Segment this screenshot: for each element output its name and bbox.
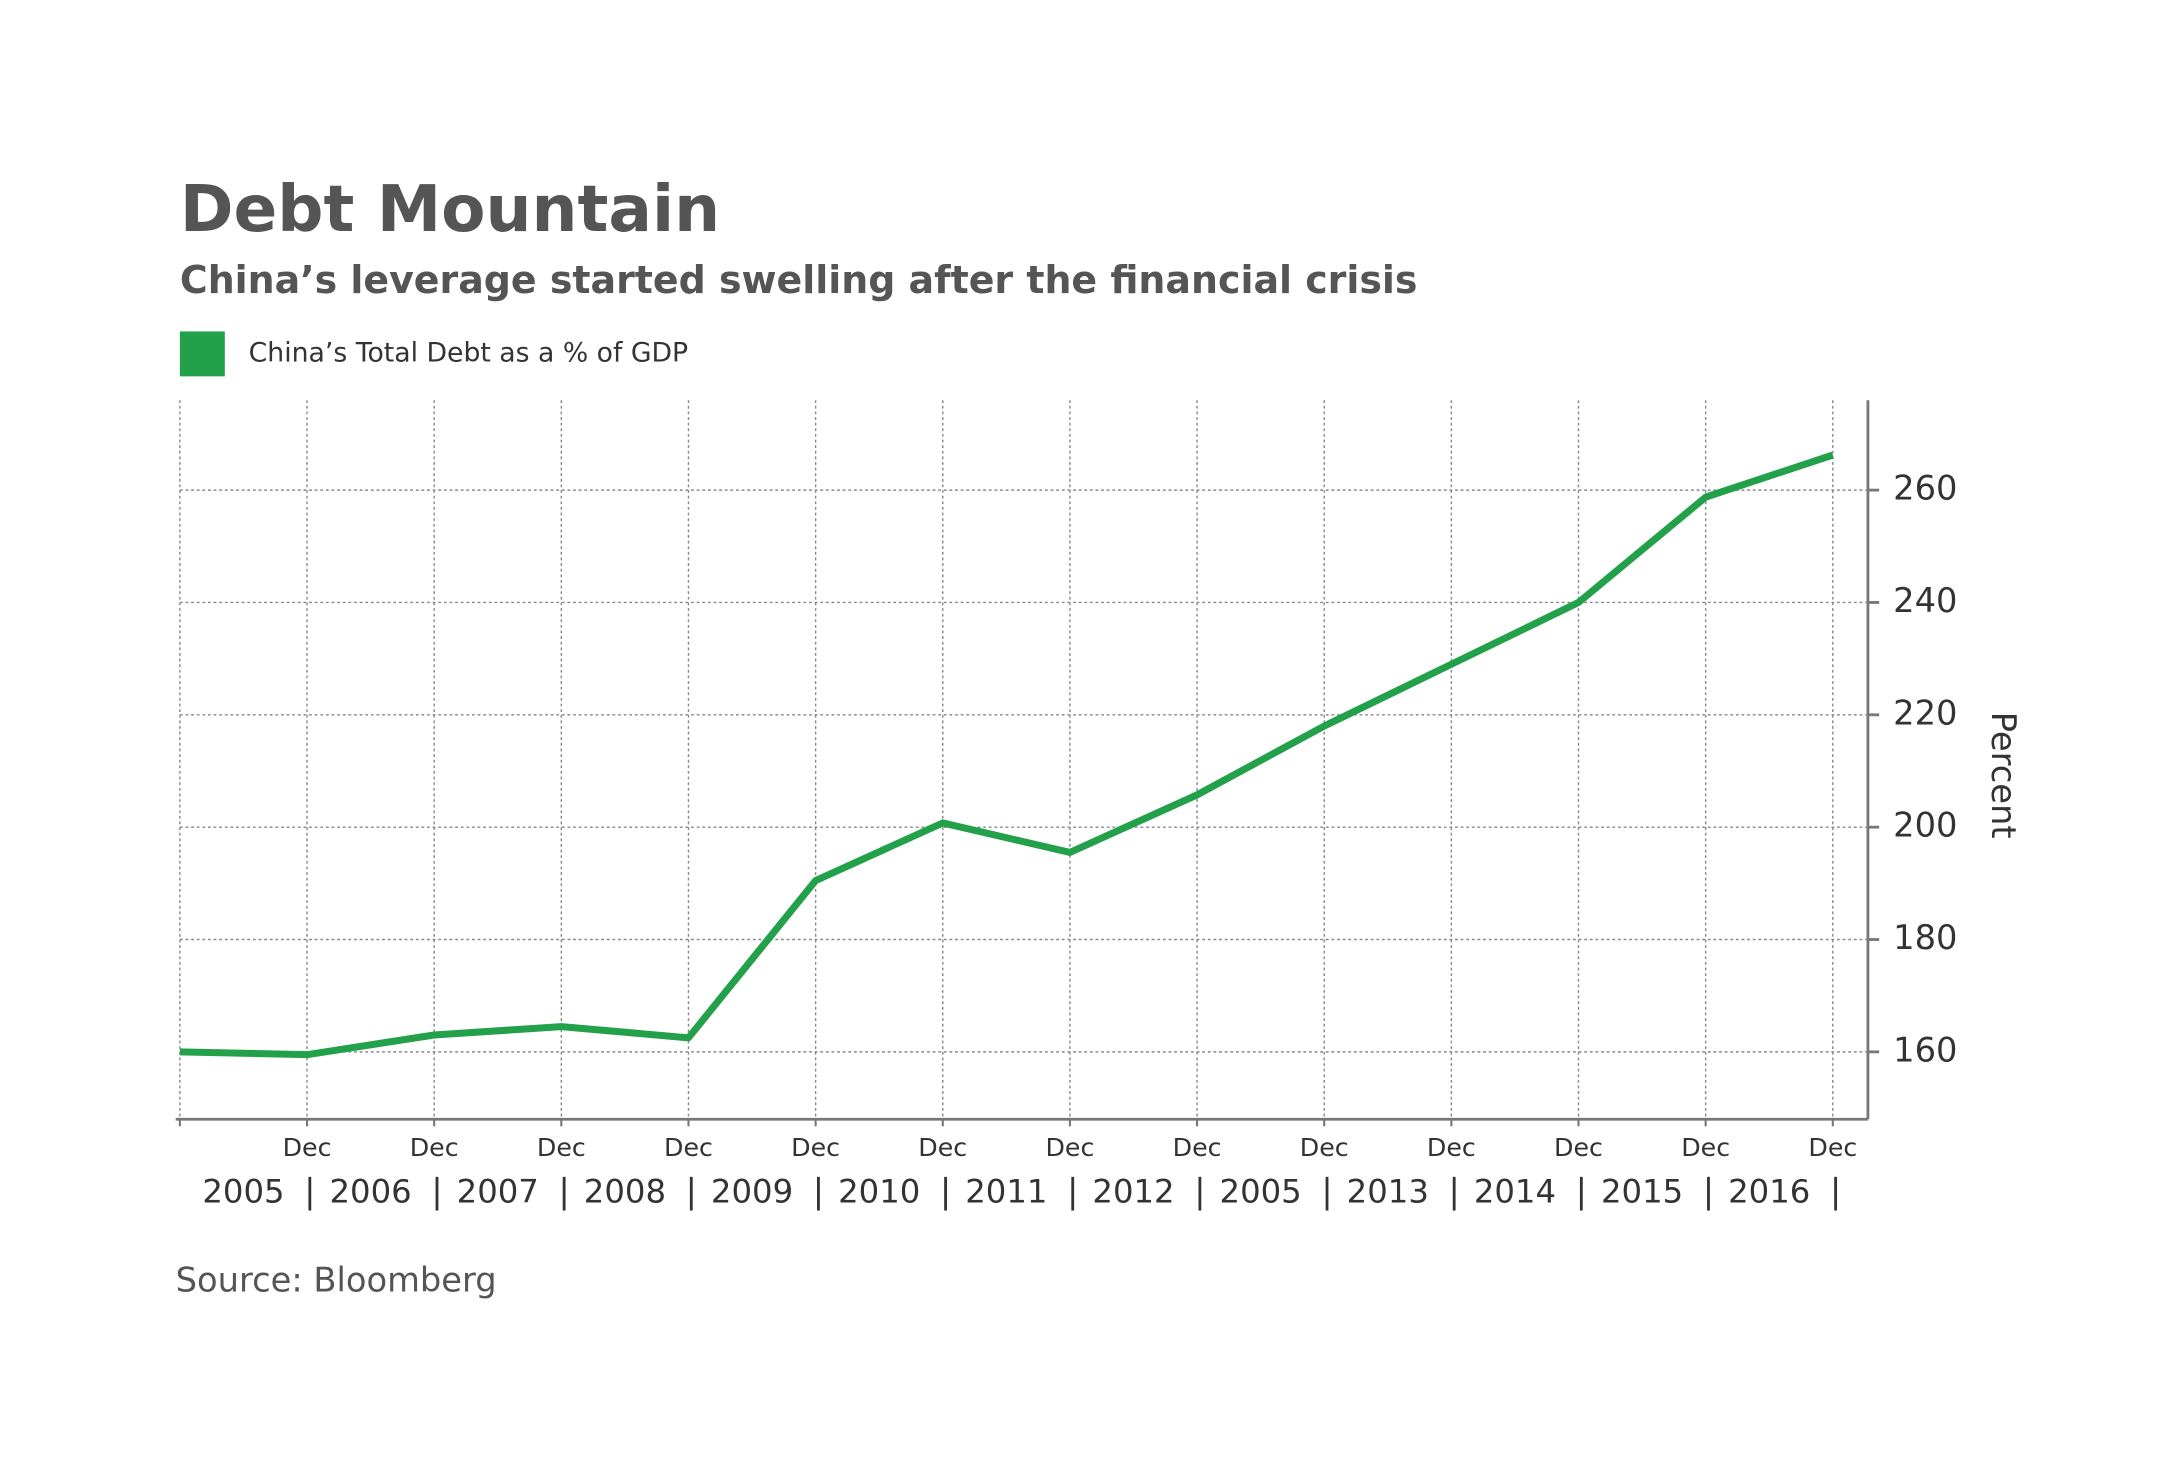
data-line: [179, 451, 1834, 1059]
x-tick-label: Dec: [283, 1133, 332, 1162]
y-axis-label: Percent: [1984, 712, 2023, 839]
x-tick-label: Dec: [918, 1133, 967, 1162]
year-label: 2008: [584, 1173, 666, 1211]
x-tick-label: Dec: [1427, 1133, 1476, 1162]
year-label: 2015: [1601, 1173, 1683, 1211]
x-tick-label: Dec: [1554, 1133, 1603, 1162]
year-label: 2007: [457, 1173, 539, 1211]
x-tick-label: Dec: [664, 1133, 713, 1162]
year-label: 2013: [1347, 1173, 1429, 1211]
x-tick-label: Dec: [410, 1133, 459, 1162]
year-label: 2005: [202, 1173, 284, 1211]
y-tick-label: 180: [1893, 918, 1957, 957]
year-label: 2009: [711, 1173, 793, 1211]
y-tick-label: 260: [1893, 469, 1957, 508]
year-label: 2012: [1092, 1173, 1174, 1211]
legend-label: China’s Total Debt as a % of GDP: [249, 337, 688, 368]
x-tick-label: Dec: [1045, 1133, 1094, 1162]
chart-subtitle: China’s leverage started swelling after …: [180, 258, 1418, 302]
y-tick-label: 220: [1893, 693, 1957, 732]
y-tick-label: 240: [1893, 581, 1957, 620]
chart-title: Debt Mountain: [180, 172, 720, 247]
year-label: 2014: [1474, 1173, 1556, 1211]
year-label: 2006: [330, 1173, 412, 1211]
x-tick-label: Dec: [1173, 1133, 1222, 1162]
x-tick-label: Dec: [1808, 1133, 1857, 1162]
y-tick-label: 200: [1893, 806, 1957, 845]
year-label: 2011: [965, 1173, 1047, 1211]
legend-swatch: [179, 331, 225, 377]
x-tick-label: Dec: [1300, 1133, 1349, 1162]
source-note: Source: Bloomberg: [176, 1261, 497, 1300]
y-tick-label: 160: [1893, 1030, 1957, 1069]
year-label: 2005: [1220, 1173, 1302, 1211]
year-label: 2016: [1728, 1173, 1810, 1211]
x-tick-label: Dec: [1681, 1133, 1730, 1162]
x-tick-label: Dec: [537, 1133, 586, 1162]
x-tick-label: Dec: [791, 1133, 840, 1162]
year-label: 2010: [838, 1173, 920, 1211]
